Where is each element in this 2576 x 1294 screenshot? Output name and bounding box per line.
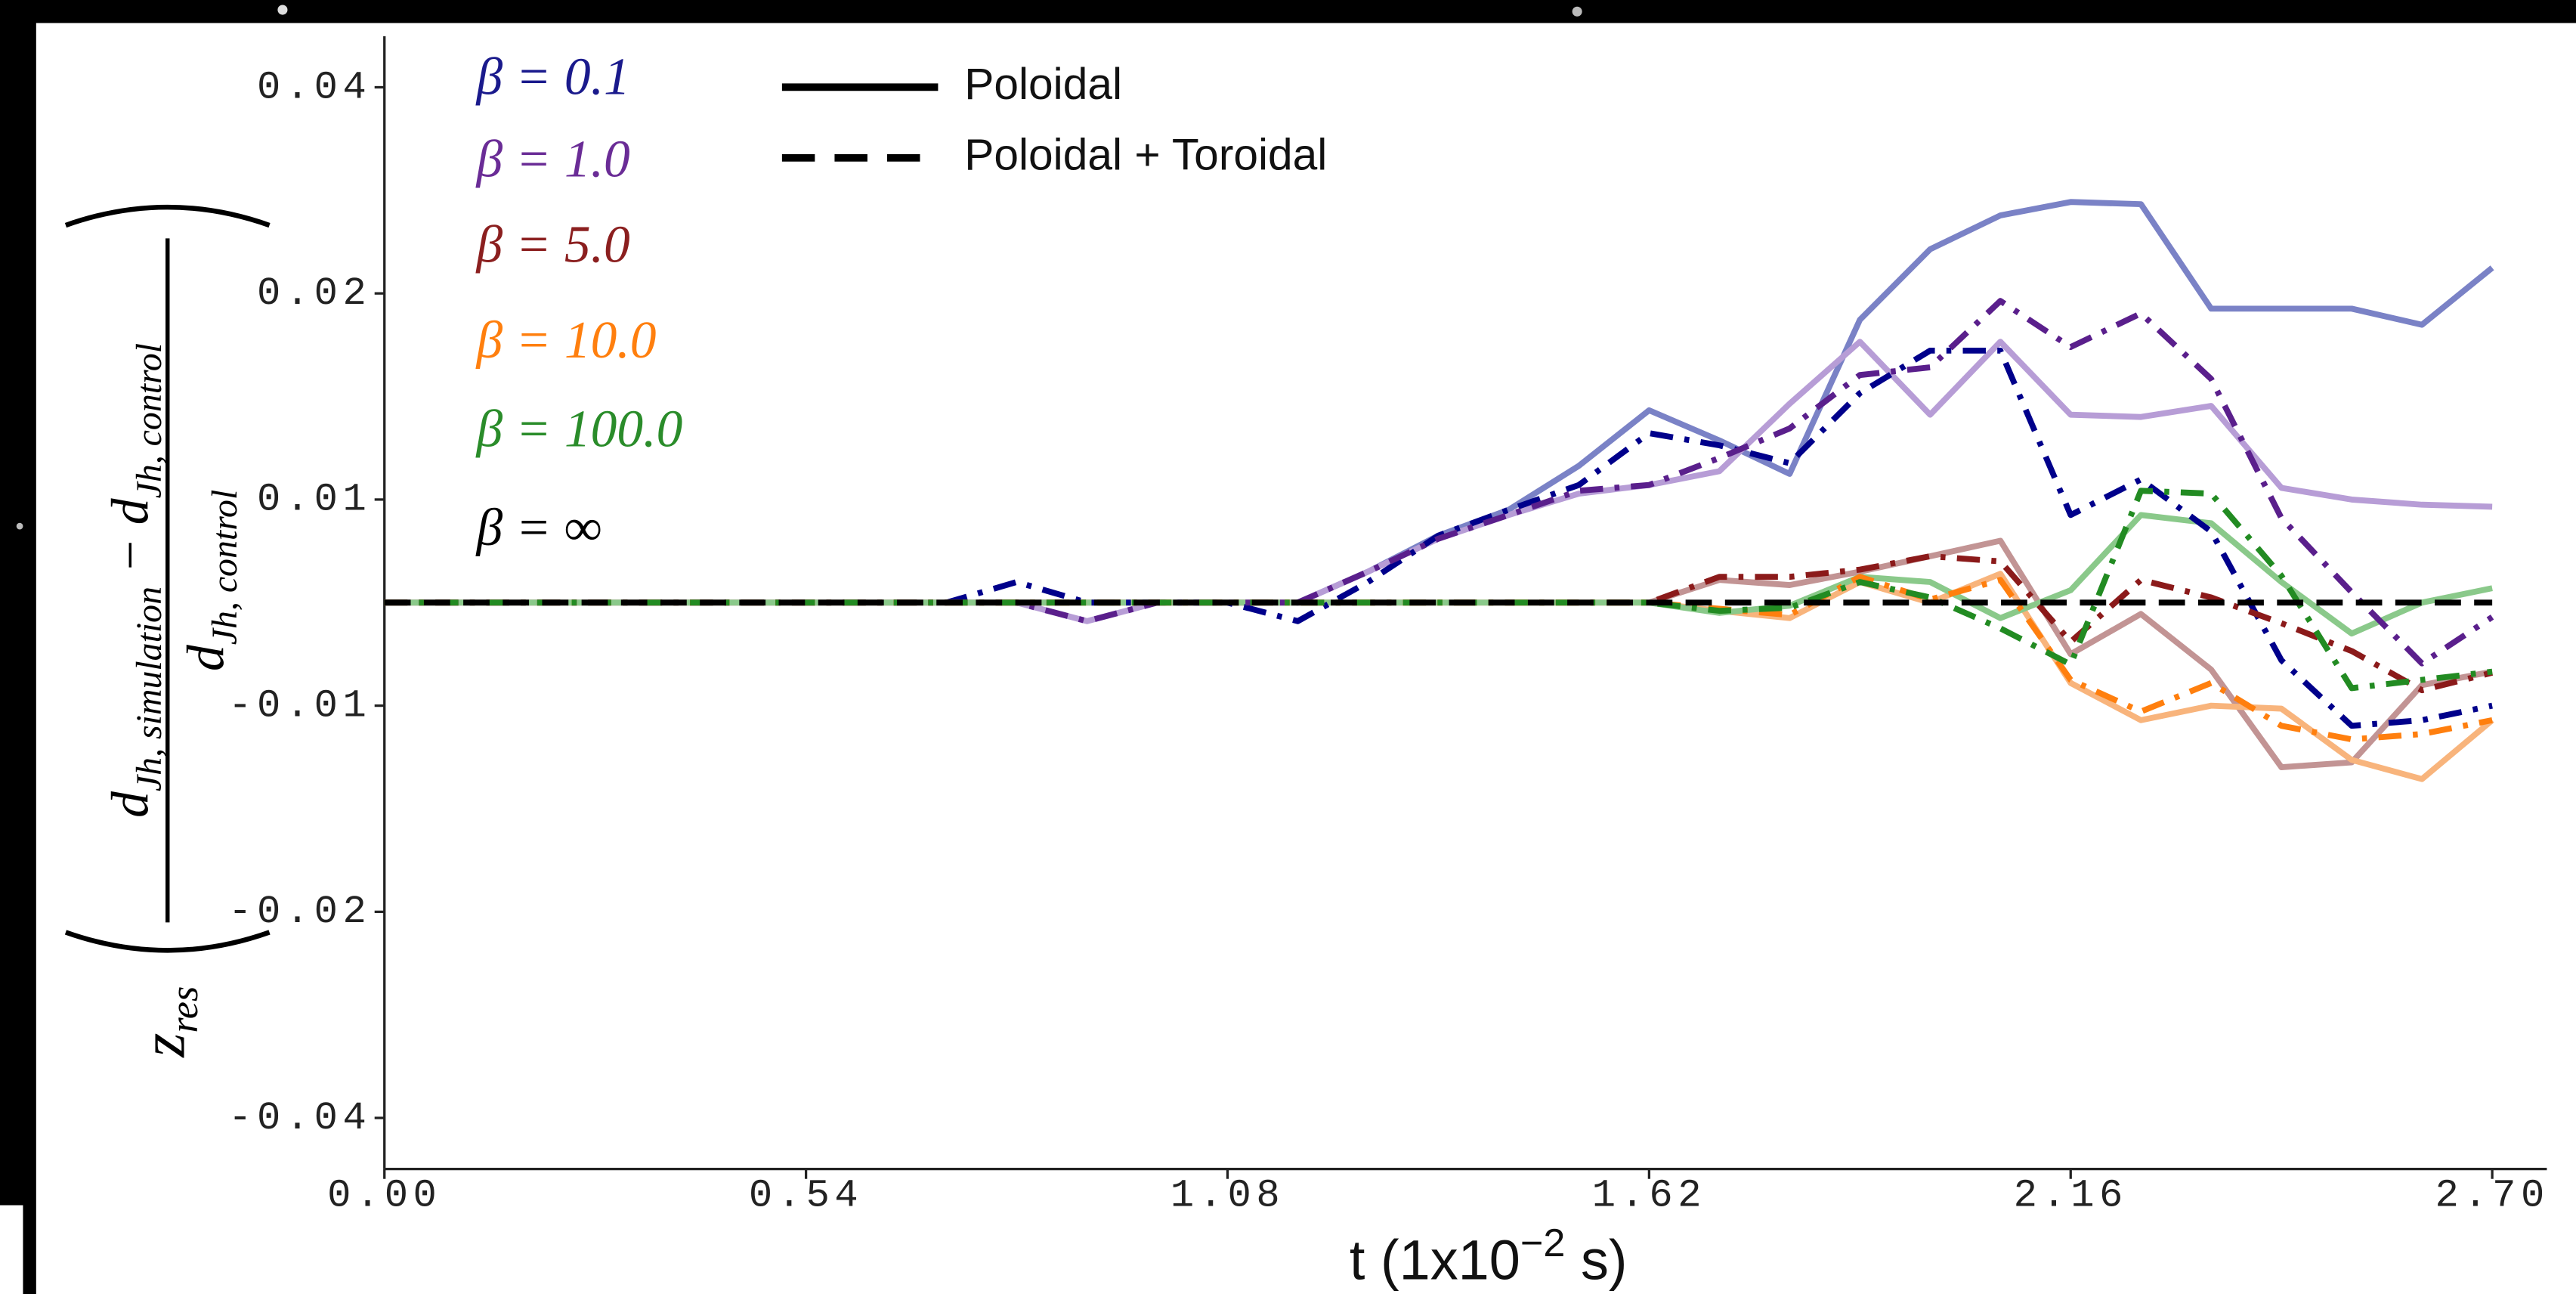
style-legend-label: Poloidal + Toroidal	[964, 130, 1327, 179]
y-label-denominator: dJh, control	[178, 490, 245, 671]
x-label-text: t (1x10	[1350, 1228, 1520, 1291]
x-tick-label: 0.54	[749, 1173, 863, 1218]
series-line	[384, 488, 2493, 692]
series-line	[384, 298, 2494, 667]
num-a-sub: Jh, simulation	[129, 587, 169, 791]
x-axis-label: t (1x10−2 s)	[1350, 1221, 1628, 1291]
star	[1572, 6, 1582, 17]
y-tick-label: -0.04	[228, 1096, 371, 1141]
beta-legend-label: β = 100.0	[475, 400, 682, 458]
style-legend-label: Poloidal	[964, 60, 1122, 109]
star	[16, 522, 23, 530]
x-tick-label: 2.70	[2435, 1173, 2549, 1218]
beta-legend-label: β = 1.0	[475, 130, 629, 188]
num-b: d	[102, 498, 160, 525]
x-tick-label: 1.08	[1170, 1173, 1285, 1218]
den: d	[178, 645, 236, 671]
x-tick-label: 0.00	[327, 1173, 441, 1218]
y-tick-label: 0.01	[257, 478, 371, 522]
y-tick-label: 0.04	[257, 65, 371, 110]
y-axis-label: zres dJh, simulation − dJh, control dJh,…	[64, 204, 271, 1058]
num-b-sub: Jh, control	[129, 343, 169, 499]
beta-legend-label: β = ∞	[475, 499, 601, 557]
y-label-z-sub: res	[162, 986, 206, 1033]
y-label-numerator: dJh, simulation − dJh, control	[102, 343, 169, 818]
y-tick-label: 0.02	[257, 271, 371, 316]
plot-panel	[36, 23, 2576, 1294]
x-label-unit: s)	[1565, 1228, 1627, 1291]
y-label-z-main: z	[128, 1033, 198, 1058]
y-label-z: zres	[128, 986, 206, 1058]
star	[277, 5, 288, 15]
y-tick-label: -0.01	[228, 683, 371, 728]
paren-right	[64, 204, 271, 228]
num-a: d	[102, 791, 160, 818]
minus: −	[102, 525, 160, 587]
x-tick-label: 2.16	[2014, 1173, 2128, 1218]
panel-corner	[0, 1205, 23, 1294]
beta-legend-label: β = 10.0	[475, 311, 656, 370]
y-tick-label: -0.02	[228, 890, 371, 934]
x-label-sup: −2	[1520, 1221, 1565, 1265]
beta-legend-label: β = 0.1	[475, 48, 629, 107]
den-sub: Jh, control	[205, 490, 245, 645]
beta-legend-label: β = 5.0	[475, 216, 629, 274]
x-tick-label: 1.62	[1592, 1173, 1706, 1218]
paren-left	[64, 930, 271, 953]
